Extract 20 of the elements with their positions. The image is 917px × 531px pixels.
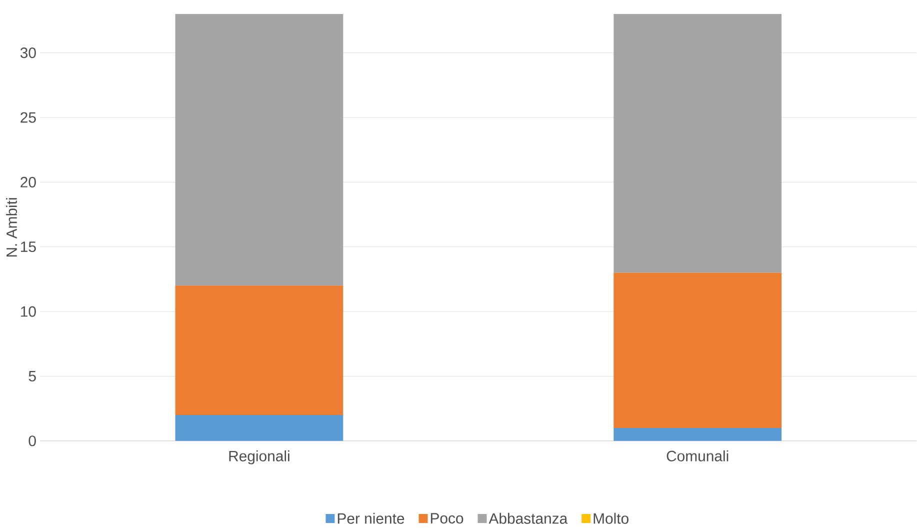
legend-label: Abbastanza xyxy=(488,512,568,524)
y-axis-title: N. Ambiti xyxy=(6,198,17,257)
y-tick-label: 20 xyxy=(20,176,36,188)
bar xyxy=(614,14,782,273)
y-tick-label: 15 xyxy=(21,242,36,252)
bar xyxy=(175,14,344,286)
y-tick-label: 0 xyxy=(28,436,36,446)
bar xyxy=(175,286,344,416)
y-tick-label: 5 xyxy=(28,371,36,382)
legend-label: Poco xyxy=(430,513,464,524)
x-tick-label: Regionali xyxy=(229,450,290,464)
bar xyxy=(175,415,344,441)
y-tick-label: 30 xyxy=(20,48,36,58)
bar xyxy=(614,272,782,428)
x-tick-label: Comunali xyxy=(666,450,728,462)
y-tick-label: 10 xyxy=(21,306,36,317)
bar xyxy=(614,428,782,441)
legend-label: Molto xyxy=(594,512,628,524)
y-tick-label: 25 xyxy=(20,112,36,123)
legend-label: Per niente xyxy=(338,512,404,524)
